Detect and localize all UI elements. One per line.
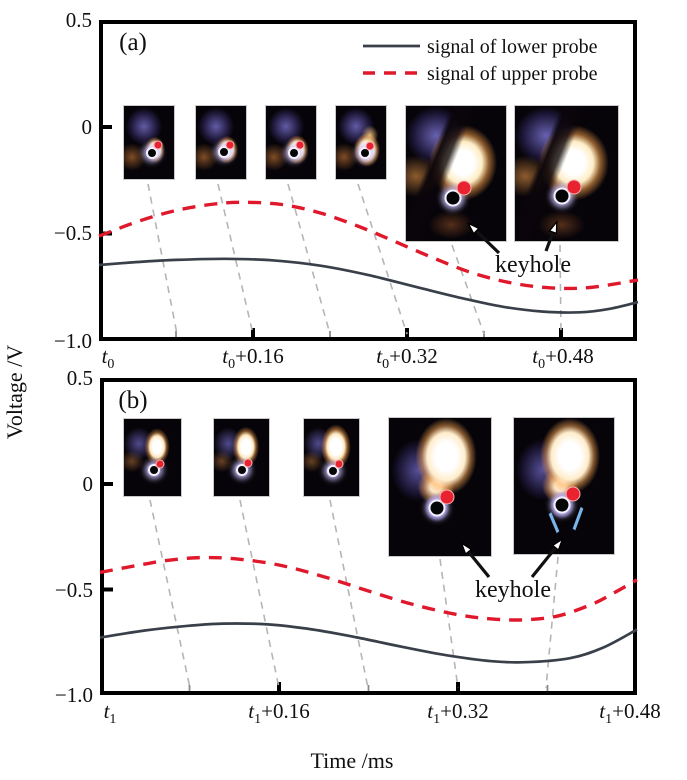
x-tick-label: t1+0.32 — [427, 699, 488, 727]
x-tick-label: t1 — [104, 699, 117, 727]
y-tick-label: −0.5 — [54, 221, 92, 245]
y-axis-title: Voltage /V — [2, 345, 27, 439]
frame-connectors-b — [149, 499, 559, 689]
connector-line — [559, 244, 562, 335]
y-tick-label: −1.0 — [55, 683, 93, 707]
panel-b-border — [100, 378, 637, 695]
curve-lower-probe-a — [98, 257, 639, 314]
x-tick-label: t0+0.16 — [222, 344, 283, 372]
x-tick-label: t0 — [102, 344, 115, 372]
y-tick-label: −1.0 — [54, 329, 92, 353]
curve-lower-probe-b — [99, 622, 638, 664]
y-tick-label: 0 — [83, 472, 94, 496]
curve-upper-probe-a — [98, 200, 639, 291]
connector-line — [357, 183, 408, 335]
legend: signal of lower probe signal of upper pr… — [363, 36, 598, 85]
connector-line — [451, 244, 485, 335]
legend-label-upper-probe: signal of upper probe — [427, 63, 598, 85]
x-tick-label: t1+0.16 — [248, 699, 309, 727]
y-tick-label: 0.5 — [67, 366, 93, 390]
connector-line — [545, 556, 559, 689]
x-tick-label: t1+0.48 — [599, 699, 660, 727]
connector-line — [439, 558, 459, 689]
x-tick-label: t0+0.32 — [376, 344, 437, 372]
panel-b-letter: (b) — [118, 387, 147, 414]
frame-connectors-a — [147, 183, 562, 335]
panel-a-letter: (a) — [119, 29, 147, 56]
y-tick-label: −0.5 — [55, 578, 93, 602]
connector-line — [149, 499, 191, 689]
x-axis-title: Time /ms — [311, 748, 394, 773]
connector-line — [239, 499, 280, 689]
legend-label-lower-probe: signal of lower probe — [427, 36, 598, 58]
curve-upper-probe-b — [99, 555, 638, 622]
y-tick-label: 0 — [82, 115, 93, 139]
y-tick-label: 0.5 — [66, 8, 92, 32]
x-tick-label: t0+0.48 — [532, 344, 593, 372]
connector-line — [329, 499, 369, 689]
panel-a-border — [99, 20, 637, 341]
